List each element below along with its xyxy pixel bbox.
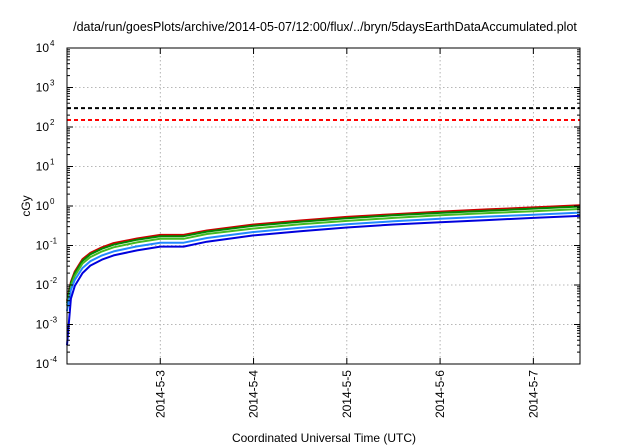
y-tick-label: 10 <box>36 41 50 55</box>
y-tick-label: 10 <box>36 278 50 292</box>
series-line <box>66 214 581 346</box>
y-tick-exponent: -2 <box>50 276 58 285</box>
series-line <box>66 204 581 301</box>
y-tick-label: 10 <box>36 81 50 95</box>
y-tick-exponent: 2 <box>50 118 55 127</box>
x-tick-label: 2014-5-7 <box>526 370 540 418</box>
grid <box>67 48 580 364</box>
chart-title: /data/run/goesPlots/archive/2014-05-07/1… <box>73 20 577 34</box>
x-tick-labels: 2014-5-3 2014-5-4 2014-5-5 2014-5-6 2014-5-7 <box>153 370 540 418</box>
series-line <box>66 208 581 306</box>
y-tick-exponent: 3 <box>50 79 55 88</box>
y-tick-label: 10 <box>36 199 50 213</box>
y-tick-exponent: -4 <box>50 355 58 364</box>
y-tick-exponent: 4 <box>50 39 55 48</box>
axis-ticks <box>67 47 580 365</box>
x-tick-label: 2014-5-3 <box>153 370 167 418</box>
x-tick-label: 2014-5-6 <box>433 370 447 418</box>
y-tick-exponent: 1 <box>50 158 55 167</box>
y-tick-label: 10 <box>36 120 50 134</box>
x-tick-label: 2014-5-4 <box>247 370 261 418</box>
threshold-lines <box>67 107 580 122</box>
x-tick-label: 2014-5-5 <box>340 370 354 418</box>
y-tick-label: 10 <box>36 357 50 371</box>
y-tick-label: 10 <box>36 239 50 253</box>
x-axis-label: Coordinated Universal Time (UTC) <box>232 431 416 445</box>
y-tick-label: 10 <box>36 318 50 332</box>
series-lines <box>66 204 581 346</box>
series-line <box>66 211 581 312</box>
y-tick-label: 10 <box>36 160 50 174</box>
y-tick-exponent: 0 <box>50 197 55 206</box>
series-line <box>66 205 581 304</box>
y-tick-exponent: -1 <box>50 237 58 246</box>
y-tick-exponent: -3 <box>50 316 58 325</box>
y-axis-label: cGy <box>19 195 33 216</box>
